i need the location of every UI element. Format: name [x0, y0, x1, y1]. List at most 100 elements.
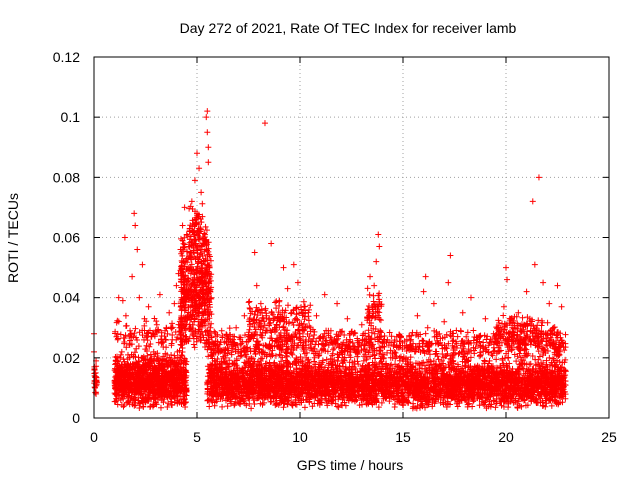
data-point — [203, 227, 210, 234]
data-point — [192, 287, 199, 294]
data-point — [164, 330, 171, 337]
data-point — [184, 232, 191, 239]
data-point — [190, 341, 197, 348]
data-point — [179, 345, 186, 352]
data-point — [152, 375, 159, 382]
data-point — [179, 237, 186, 244]
data-point — [180, 243, 187, 250]
data-point — [192, 255, 199, 262]
data-point — [202, 289, 209, 296]
data-point — [160, 399, 167, 406]
data-point — [178, 351, 185, 358]
data-point — [129, 401, 136, 408]
data-point — [190, 266, 197, 273]
data-point — [141, 362, 148, 369]
data-point — [181, 391, 188, 398]
data-point — [117, 354, 124, 361]
data-point — [182, 274, 189, 281]
data-point — [120, 335, 127, 342]
data-point — [189, 327, 196, 334]
data-point — [153, 318, 160, 325]
data-point — [182, 301, 189, 308]
data-point — [185, 304, 192, 311]
data-point — [142, 346, 149, 353]
data-point — [260, 399, 267, 406]
data-point — [251, 401, 258, 408]
data-point — [169, 320, 176, 327]
data-point — [163, 344, 170, 351]
data-point — [177, 364, 184, 371]
data-point — [185, 338, 192, 345]
data-point — [204, 270, 211, 277]
marks-layer — [91, 108, 569, 412]
data-point — [187, 249, 194, 256]
data-point — [174, 354, 181, 361]
data-point — [121, 338, 128, 345]
data-point — [147, 404, 154, 411]
data-point — [168, 340, 175, 347]
data-point — [515, 398, 522, 405]
data-point — [193, 338, 200, 345]
data-point — [184, 259, 191, 266]
data-point — [181, 355, 188, 362]
data-point — [157, 404, 164, 411]
data-point — [123, 367, 130, 374]
data-point — [173, 377, 180, 384]
data-point — [128, 341, 135, 348]
data-point — [193, 215, 200, 222]
data-point — [123, 344, 130, 351]
data-point — [135, 343, 142, 350]
data-point — [154, 387, 161, 394]
data-point — [112, 398, 119, 405]
data-point — [127, 337, 134, 344]
data-point — [177, 386, 184, 393]
data-point — [183, 255, 190, 262]
data-point — [202, 236, 209, 243]
data-point — [149, 367, 156, 374]
data-point — [153, 401, 160, 408]
data-point — [156, 364, 163, 371]
data-point — [160, 353, 167, 360]
data-point — [188, 316, 195, 323]
data-point — [117, 351, 124, 358]
data-point — [195, 221, 202, 228]
data-point — [182, 379, 189, 386]
data-point — [131, 330, 138, 337]
data-point — [183, 321, 190, 328]
data-point — [165, 393, 172, 400]
data-point — [183, 283, 190, 290]
data-point — [179, 375, 186, 382]
data-point — [184, 317, 191, 324]
data-point — [196, 288, 203, 295]
data-point — [171, 352, 178, 359]
data-point — [176, 383, 183, 390]
data-point — [172, 329, 179, 336]
data-point — [112, 330, 119, 337]
data-point — [194, 263, 201, 270]
data-point — [179, 272, 186, 279]
data-point — [157, 336, 164, 343]
data-point — [162, 391, 169, 398]
data-point — [193, 230, 200, 237]
data-point — [128, 393, 135, 400]
data-point — [196, 278, 203, 285]
data-point — [139, 395, 146, 402]
data-point — [119, 385, 126, 392]
data-point — [438, 357, 445, 364]
data-point — [154, 327, 161, 334]
data-point — [141, 322, 148, 329]
data-point — [132, 325, 139, 332]
data-point — [204, 328, 211, 335]
data-point — [141, 366, 148, 373]
data-point — [195, 318, 202, 325]
data-point — [149, 403, 156, 410]
data-point — [132, 396, 139, 403]
data-point — [175, 368, 182, 375]
data-point — [206, 403, 213, 410]
data-point — [178, 297, 185, 304]
data-point — [191, 344, 198, 351]
data-point — [207, 257, 214, 264]
data-point — [116, 386, 123, 393]
data-point — [192, 303, 199, 310]
data-point — [168, 325, 175, 332]
